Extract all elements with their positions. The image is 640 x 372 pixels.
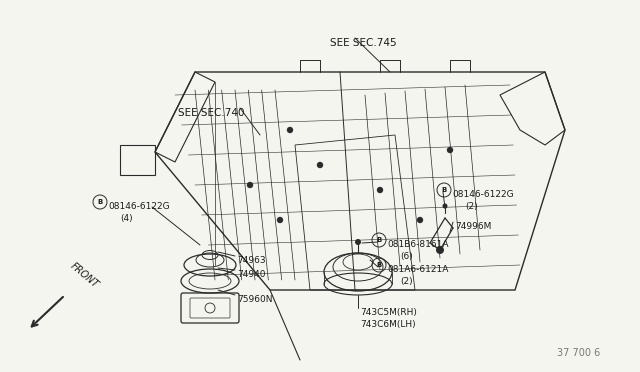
Text: (2): (2)	[400, 277, 413, 286]
Circle shape	[377, 187, 383, 193]
Text: (6): (6)	[400, 252, 413, 261]
Text: 37 700 6: 37 700 6	[557, 348, 600, 358]
Circle shape	[436, 246, 444, 254]
Circle shape	[447, 147, 453, 153]
Text: B: B	[97, 199, 102, 205]
Text: (4): (4)	[120, 214, 132, 223]
Text: 081B6-8161A: 081B6-8161A	[387, 240, 449, 249]
Circle shape	[417, 217, 423, 223]
Circle shape	[277, 217, 283, 223]
Text: 743C6M(LH): 743C6M(LH)	[360, 320, 415, 329]
Text: 74963: 74963	[237, 256, 266, 265]
Text: (2): (2)	[465, 202, 477, 211]
Text: 08146-6122G: 08146-6122G	[108, 202, 170, 211]
Circle shape	[317, 162, 323, 168]
Text: B: B	[442, 187, 447, 193]
Circle shape	[247, 182, 253, 188]
Text: 74996M: 74996M	[455, 222, 492, 231]
Text: B: B	[376, 237, 381, 243]
Text: FRONT: FRONT	[68, 261, 100, 290]
Text: 081A6-6121A: 081A6-6121A	[387, 265, 449, 274]
Circle shape	[442, 203, 447, 208]
Circle shape	[287, 127, 293, 133]
Text: SEE SEC.740: SEE SEC.740	[178, 108, 244, 118]
Text: 08146-6122G: 08146-6122G	[452, 190, 514, 199]
Text: 75960N: 75960N	[237, 295, 273, 304]
Text: SEE SEC.745: SEE SEC.745	[330, 38, 397, 48]
Text: 743C5M(RH): 743C5M(RH)	[360, 308, 417, 317]
Text: B: B	[376, 262, 381, 268]
Text: 74940: 74940	[237, 270, 266, 279]
Circle shape	[355, 239, 361, 245]
